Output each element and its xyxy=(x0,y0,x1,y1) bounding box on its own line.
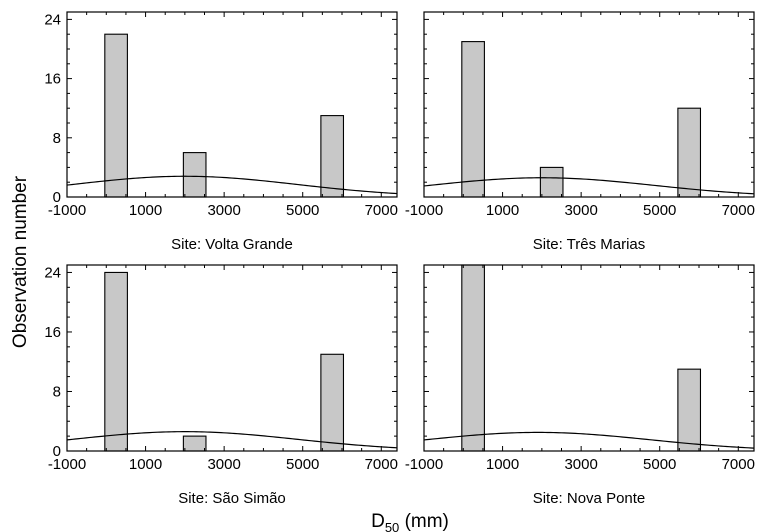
y-tick-label: 24 xyxy=(44,264,61,281)
plot-frame xyxy=(66,264,398,452)
x-tick-label: 1000 xyxy=(486,456,519,473)
site-label: Site: São Simão xyxy=(178,490,286,507)
y-tick-label: 16 xyxy=(44,71,61,88)
y-tick-label: 24 xyxy=(44,11,61,28)
site-label: Site: Nova Ponte xyxy=(533,490,646,507)
histogram-bar xyxy=(677,368,702,452)
plot-frame xyxy=(66,11,398,198)
x-tick-label: 1000 xyxy=(486,202,519,219)
x-tick-label: 5000 xyxy=(286,202,319,219)
normal-fit-curve xyxy=(66,431,398,449)
site-label: Site: Três Marias xyxy=(533,236,646,253)
histogram-bar xyxy=(182,152,207,198)
x-tick-label: 7000 xyxy=(722,456,755,473)
x-tick-label: 5000 xyxy=(286,456,319,473)
histogram-bar xyxy=(104,271,128,452)
x-axis-title-unit: (mm) xyxy=(399,511,449,532)
histogram-bar xyxy=(461,264,485,452)
site-label: Site: Volta Grande xyxy=(171,236,293,253)
histogram-bar xyxy=(320,115,345,198)
histogram-bar xyxy=(539,166,564,198)
histogram-bar xyxy=(677,107,702,198)
x-tick-label: 3000 xyxy=(564,456,597,473)
histogram-panel-2: -1000 1000 3000 5000 7000 Site: Três Marias xyxy=(405,11,755,253)
histogram-bar xyxy=(104,33,128,198)
x-tick-label: 1000 xyxy=(129,456,162,473)
x-axis-title-subscript: 50 xyxy=(385,520,399,532)
plot-frame xyxy=(423,264,755,452)
normal-fit-curve xyxy=(423,177,755,195)
x-axis-title-main: D xyxy=(371,511,385,532)
y-axis-title: Observation number xyxy=(10,175,31,348)
x-tick-label: 7000 xyxy=(365,456,398,473)
y-tick-label: 16 xyxy=(44,324,61,341)
normal-fit-curve xyxy=(66,175,398,195)
histogram-bar xyxy=(182,435,207,452)
y-tick-label: 0 xyxy=(53,443,61,460)
y-tick-label: 8 xyxy=(53,130,61,147)
x-tick-label: 5000 xyxy=(643,202,676,219)
x-tick-label: 7000 xyxy=(365,202,398,219)
x-axis-title: D50 (mm) xyxy=(371,511,449,532)
y-tick-label: 8 xyxy=(53,383,61,400)
y-tick-label: 0 xyxy=(53,189,61,206)
histogram-panel-3: -1000 1000 3000 5000 7000 0 8 16 24 Site: São Sim… xyxy=(44,264,398,507)
histogram-bar xyxy=(461,41,485,198)
plot-frame xyxy=(423,11,755,198)
x-tick-label: 3000 xyxy=(207,456,240,473)
histogram-panel-1: -1000 1000 3000 5000 7000 0 8 16 24 Site: Volta G… xyxy=(44,11,398,253)
histogram-panel-4: -1000 1000 3000 5000 7000 Site: Nova Ponte xyxy=(405,264,755,507)
x-tick-label: 3000 xyxy=(207,202,240,219)
normal-fit-curve xyxy=(423,431,755,449)
x-tick-label: 3000 xyxy=(564,202,597,219)
histogram-bar xyxy=(320,353,345,452)
x-tick-label: -1000 xyxy=(48,456,86,473)
x-tick-label: -1000 xyxy=(405,456,443,473)
x-tick-label: 5000 xyxy=(643,456,676,473)
x-tick-label: 1000 xyxy=(129,202,162,219)
x-tick-label: -1000 xyxy=(405,202,443,219)
x-tick-label: 7000 xyxy=(722,202,755,219)
x-tick-label: -1000 xyxy=(48,202,86,219)
